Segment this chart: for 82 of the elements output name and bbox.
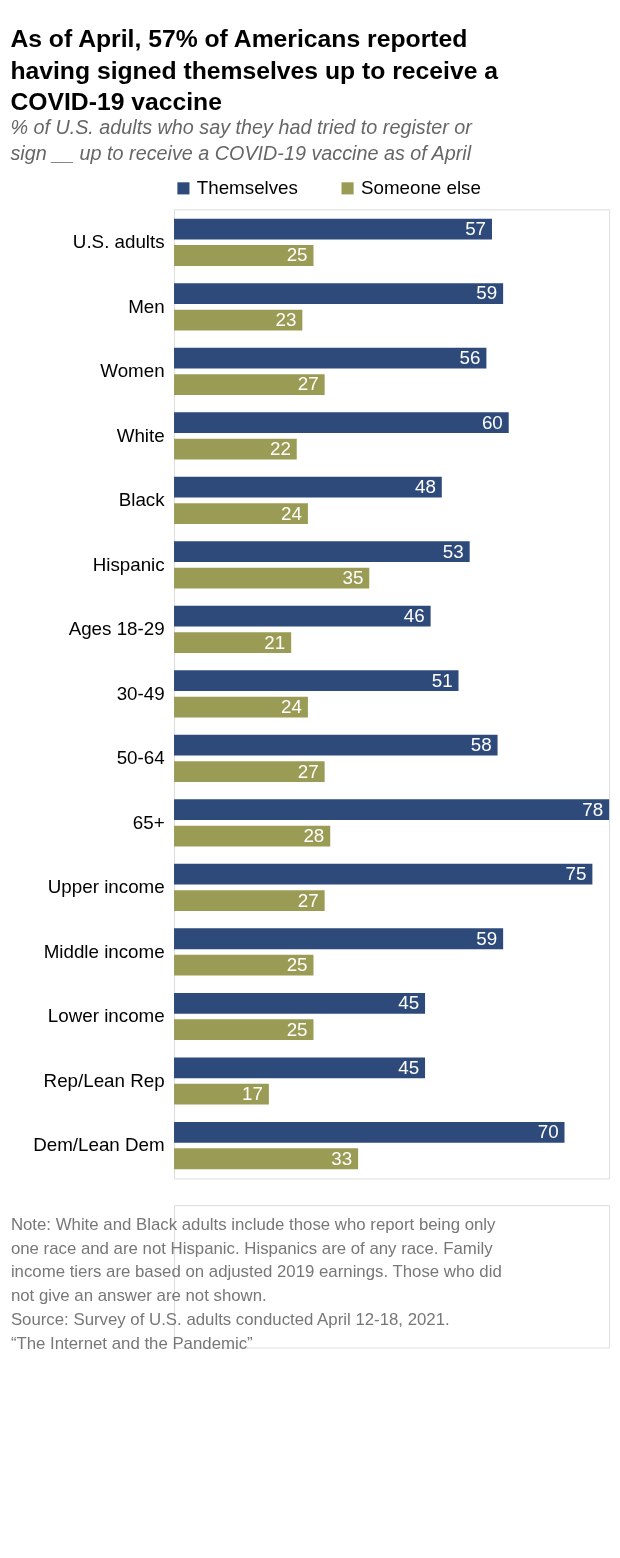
y-tick-label: U.S. adults (72, 231, 165, 253)
bar (174, 670, 459, 692)
bar (174, 799, 610, 821)
text: Note: White and Black adults include those who report being only one race and are not Hispanic. Hispanics are of any race. Family income tiers are based on adjusted 2019 earnings. Those who did not give an answer are not shown. (10, 1214, 502, 1306)
y-tick-label: 30-49 (116, 682, 165, 704)
data-label: 57 (465, 217, 487, 239)
bar (174, 734, 498, 756)
data-label: 45 (398, 1056, 420, 1078)
bar (174, 1148, 359, 1170)
data-label: 23 (275, 308, 297, 330)
data-label: 51 (431, 669, 453, 691)
bar (174, 503, 308, 524)
data-label: 22 (269, 437, 291, 459)
bar (174, 761, 325, 783)
bar (174, 605, 431, 627)
data-label: 25 (286, 244, 308, 266)
data-label: 27 (297, 373, 319, 395)
data-label: 27 (297, 889, 319, 911)
data-label: 25 (286, 954, 308, 976)
chart-subtitle: % of U.S. adults who say they had tried to register or sign __ up to receive a COVID-19 vaccine as of April (10, 116, 474, 164)
bar (174, 347, 487, 369)
y-tick-label: Men (128, 295, 165, 317)
data-label: 24 (281, 696, 302, 718)
data-label: 21 (264, 631, 286, 653)
bar (174, 1083, 269, 1105)
y-tick-label: Black (118, 489, 166, 511)
bar (174, 890, 325, 912)
data-label: 70 (537, 1121, 559, 1143)
y-tick-label: Lower income (47, 1005, 165, 1027)
bar (174, 309, 303, 331)
data-label: 48 (414, 476, 436, 498)
legend-label: Someone else (360, 177, 481, 199)
y-tick-label: Upper income (47, 876, 165, 898)
y-tick-label: 50-64 (116, 747, 165, 769)
bar (174, 541, 470, 563)
data-label: 25 (286, 1018, 308, 1040)
bar (174, 245, 314, 266)
bar (174, 992, 426, 1014)
bar (174, 696, 308, 718)
bar (174, 374, 325, 395)
y-tick-label: 65+ (132, 811, 165, 833)
y-tick-label: Dem/Lean Dem (33, 1134, 165, 1156)
bar (174, 954, 314, 976)
data-label: 60 (481, 411, 503, 433)
data-label: 35 (342, 567, 364, 589)
data-label: 46 (403, 605, 425, 627)
bar (174, 438, 297, 460)
data-label: 24 (281, 502, 302, 524)
bar (174, 1057, 426, 1079)
text: “The Internet and the Pandemic” (10, 1333, 253, 1353)
bar (174, 476, 442, 498)
y-tick-label: Hispanic (92, 553, 165, 575)
bar (174, 412, 509, 433)
source-note: Source: Survey of U.S. adults conducted April 12-18, 2021. (10, 1309, 450, 1329)
bar (174, 1019, 314, 1041)
y-tick-label: Rep/Lean Rep (43, 1069, 165, 1091)
data-label: 27 (297, 760, 319, 782)
data-label: 59 (476, 282, 498, 304)
data-label: 59 (476, 927, 498, 949)
data-label: 53 (442, 540, 464, 562)
legend-label: Themselves (196, 177, 298, 199)
bar (174, 928, 504, 950)
data-label: 56 (459, 347, 481, 369)
bar (174, 218, 492, 240)
data-label: 45 (398, 992, 420, 1014)
bar (174, 632, 292, 653)
data-label: 33 (331, 1147, 353, 1169)
bar (174, 863, 593, 885)
y-tick-label: White (116, 424, 165, 446)
chart-title: As of April, 57% of Americans reported having signed themselves up to receive a COVID-19 vaccine (10, 25, 499, 116)
data-label: 78 (582, 798, 604, 820)
bar (174, 825, 331, 847)
data-label: 75 (565, 863, 587, 885)
data-label: 58 (470, 734, 492, 756)
data-label: 28 (303, 825, 325, 847)
bar (174, 567, 370, 589)
y-tick-label: Ages 18-29 (68, 618, 165, 640)
y-tick-label: Women (100, 360, 165, 382)
data-label: 17 (242, 1083, 263, 1105)
bar (174, 1121, 565, 1143)
bar (174, 283, 504, 304)
y-tick-label: Middle income (43, 940, 165, 962)
